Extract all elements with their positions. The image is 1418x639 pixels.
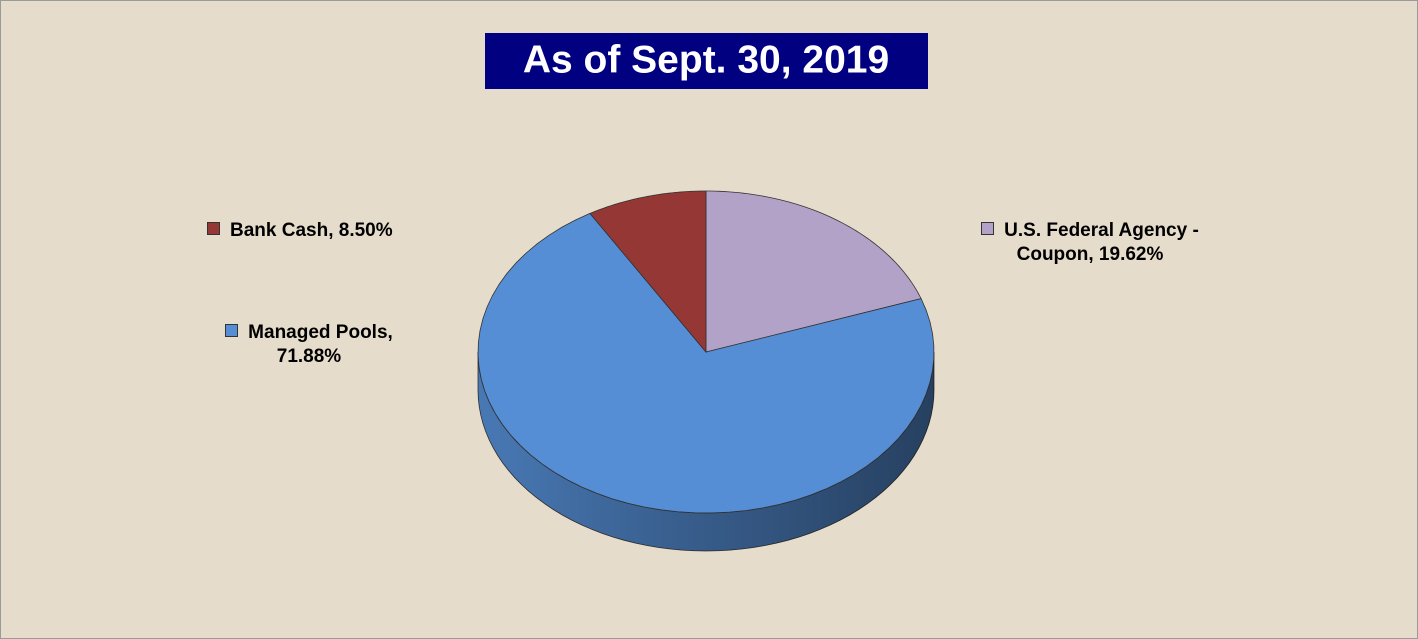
chart-title: As of Sept. 30, 2019 xyxy=(523,38,889,81)
label-text: U.S. Federal Agency - Coupon, 19.62% xyxy=(1004,220,1199,265)
label-marker xyxy=(225,324,239,337)
slice-side-shade xyxy=(478,352,934,551)
title-box xyxy=(485,33,928,89)
label-text: Managed Pools, 71.88% xyxy=(248,322,393,367)
data-label: U.S. Federal Agency - Coupon, 19.62% xyxy=(945,219,1235,267)
data-label: Bank Cash, 8.50% xyxy=(207,219,467,243)
label-text: Bank Cash, 8.50% xyxy=(230,220,393,241)
data-label: Managed Pools, 71.88% xyxy=(197,321,421,369)
label-marker xyxy=(981,222,995,235)
slice xyxy=(589,190,707,354)
label-marker xyxy=(207,222,220,235)
slice xyxy=(477,212,935,514)
pie xyxy=(477,190,935,552)
